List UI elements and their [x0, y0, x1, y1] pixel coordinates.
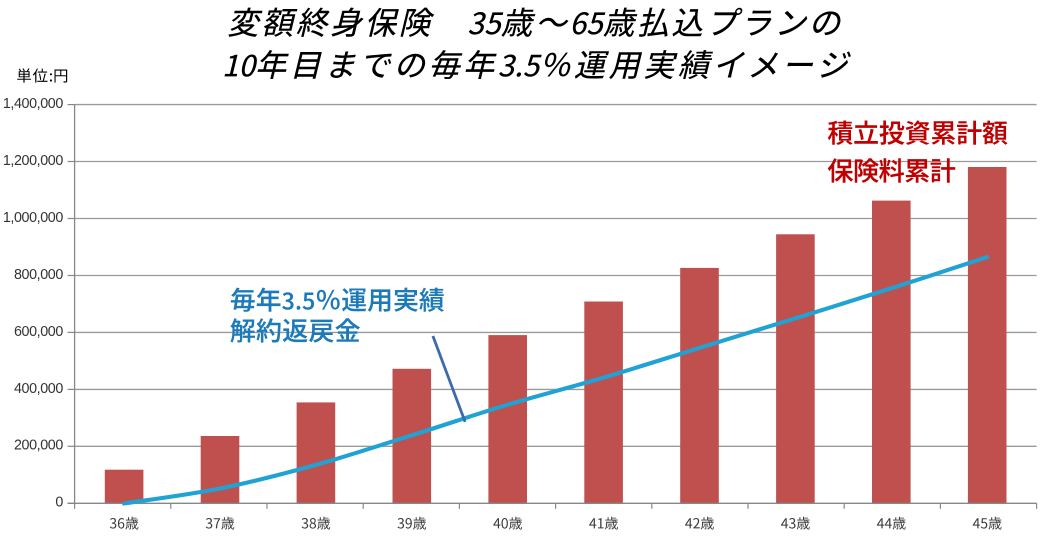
svg-text:0: 0	[55, 495, 63, 511]
svg-text:1,000,000: 1,000,000	[3, 210, 63, 226]
svg-text:800,000: 800,000	[14, 267, 63, 283]
svg-text:200,000: 200,000	[14, 438, 63, 454]
svg-text:1,400,000: 1,400,000	[3, 96, 63, 112]
svg-text:600,000: 600,000	[14, 324, 63, 340]
svg-text:400,000: 400,000	[14, 381, 63, 397]
svg-text:1,200,000: 1,200,000	[3, 153, 63, 169]
